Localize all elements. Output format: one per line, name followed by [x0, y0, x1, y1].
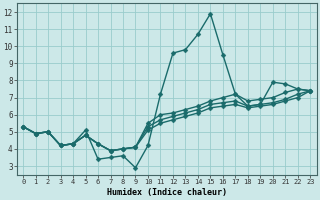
X-axis label: Humidex (Indice chaleur): Humidex (Indice chaleur)	[107, 188, 227, 197]
